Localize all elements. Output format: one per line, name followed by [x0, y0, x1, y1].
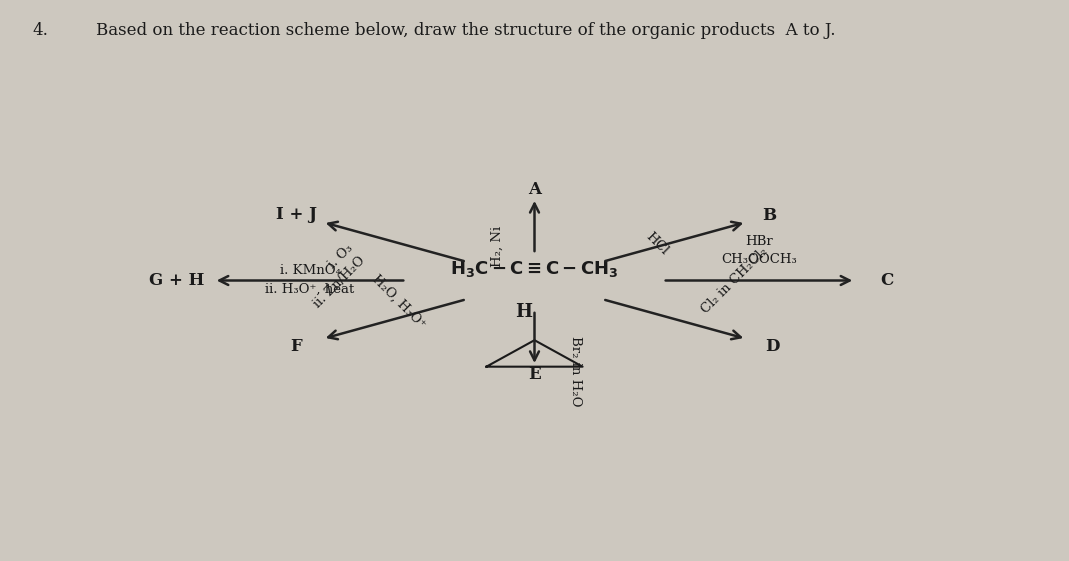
Text: HCl: HCl — [644, 230, 671, 257]
Text: I + J: I + J — [276, 206, 316, 223]
Text: G + H: G + H — [149, 272, 204, 289]
Text: H₂, Ni: H₂, Ni — [491, 226, 503, 267]
Text: B: B — [762, 208, 776, 224]
Text: i. O₃
ii. Zn/H₂O: i. O₃ ii. Zn/H₂O — [298, 241, 368, 311]
Text: C: C — [881, 272, 894, 289]
Text: Cl₂ in CH₂Cl₂: Cl₂ in CH₂Cl₂ — [698, 245, 770, 316]
Text: 4.: 4. — [32, 22, 48, 39]
Text: Br₂ in H₂O: Br₂ in H₂O — [569, 337, 582, 407]
Text: HBr
CH₃OOCH₃: HBr CH₃OOCH₃ — [722, 235, 796, 266]
Text: D: D — [765, 338, 780, 355]
Text: H₂O, H₃O⁺: H₂O, H₃O⁺ — [369, 273, 428, 332]
Text: F: F — [291, 338, 303, 355]
Text: i. KMnO₄
ii. H₃O⁺, heat: i. KMnO₄ ii. H₃O⁺, heat — [265, 264, 355, 295]
Text: A: A — [528, 181, 541, 197]
Text: H: H — [515, 303, 532, 321]
Text: Based on the reaction scheme below, draw the structure of the organic products  : Based on the reaction scheme below, draw… — [96, 22, 836, 39]
Text: E: E — [528, 366, 541, 383]
Text: $\mathdefault{H_3C-C{\equiv}C-CH_3}$: $\mathdefault{H_3C-C{\equiv}C-CH_3}$ — [450, 259, 619, 279]
